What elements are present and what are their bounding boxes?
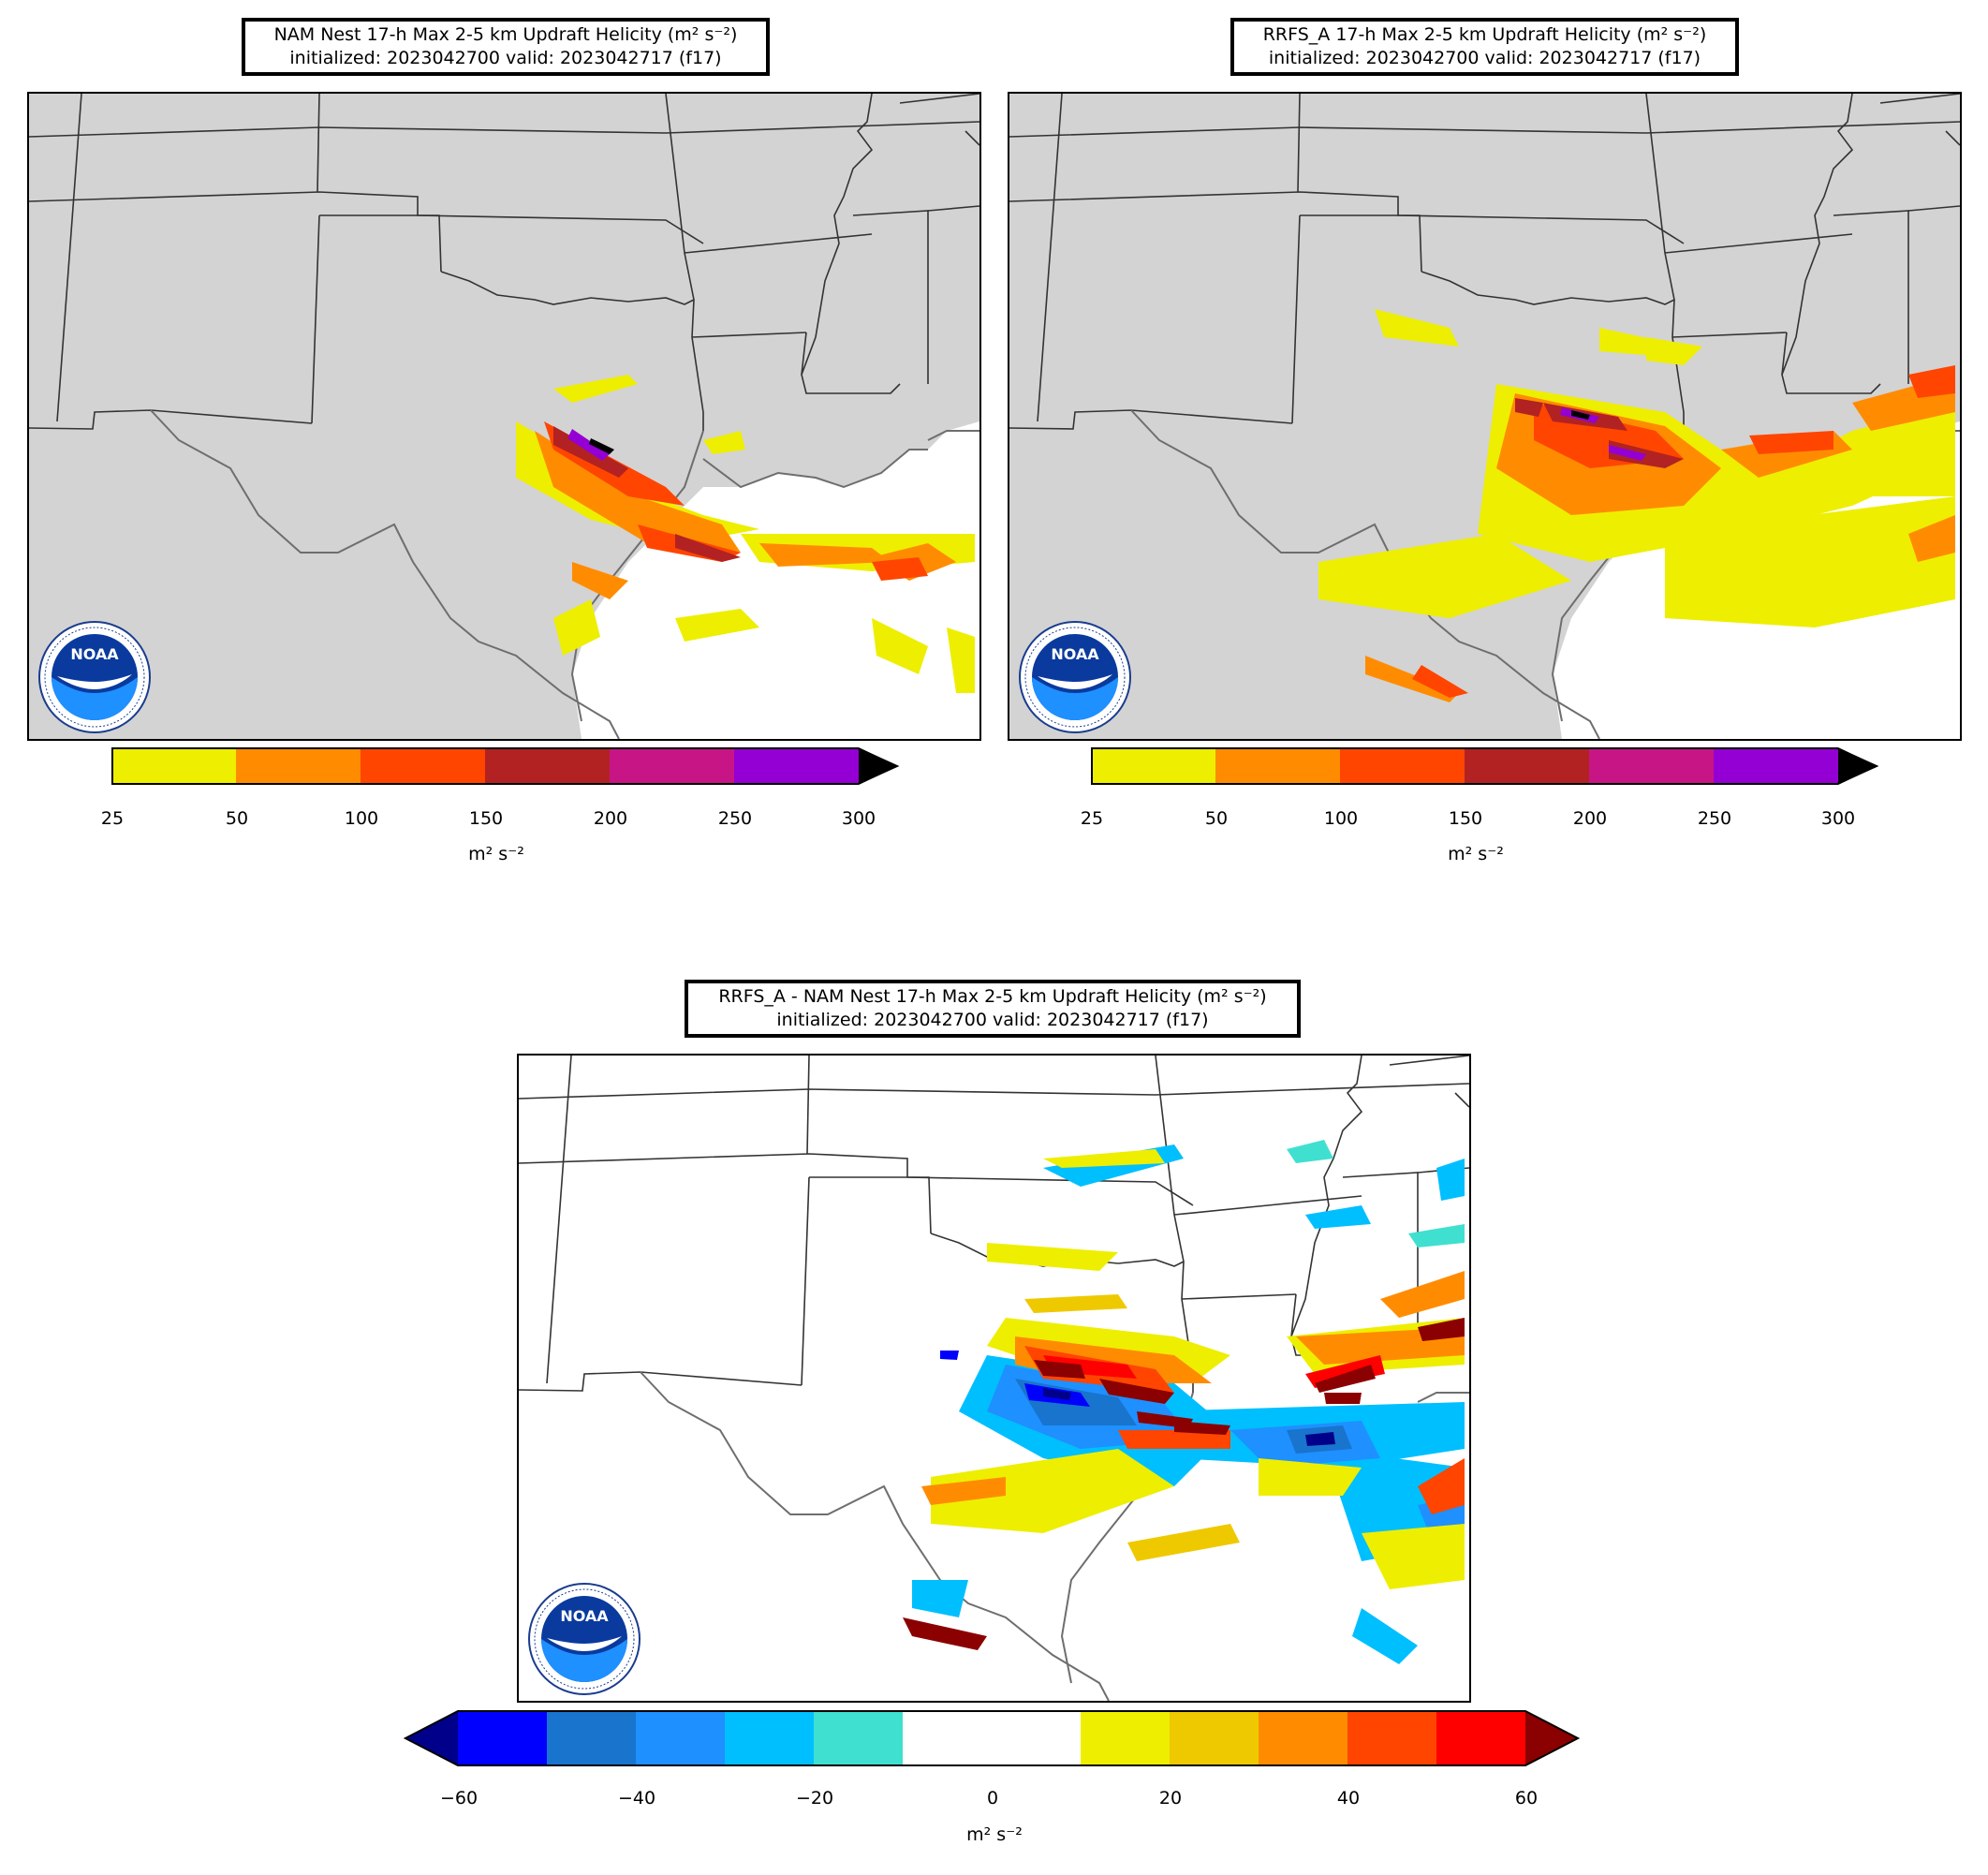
cbar-unit-label: m² s⁻² xyxy=(468,844,524,864)
cbar-tick: 250 xyxy=(717,808,753,829)
map-frame xyxy=(1008,92,1962,741)
cbar-tick: 300 xyxy=(1820,808,1856,829)
colorbar-diff-svg xyxy=(403,1710,1581,1766)
cbar-unit-label: m² s⁻² xyxy=(1448,844,1504,864)
colorbar-uh: 25 50 100 150 200 250 300 m² s⁻² xyxy=(1081,747,1887,864)
map-canvas xyxy=(519,1056,1469,1701)
uh-difference-swaths xyxy=(903,1140,1465,1664)
cbar-tick: 200 xyxy=(1572,808,1608,829)
title-line2: initialized: 2023042700 valid: 202304271… xyxy=(289,48,722,68)
panel-title: RRFS_A 17-h Max 2-5 km Updraft Helicity … xyxy=(1230,18,1739,76)
map-canvas xyxy=(1009,94,1960,739)
panel-title: NAM Nest 17-h Max 2-5 km Updraft Helicit… xyxy=(242,18,770,76)
noaa-logo xyxy=(1013,620,1137,734)
cbar-tick: 0 xyxy=(986,1788,999,1809)
cbar-tick: 25 xyxy=(100,808,125,829)
cbar-tick: 20 xyxy=(1158,1788,1183,1809)
colorbar-uh-svg xyxy=(1091,747,1879,785)
cbar-tick: 200 xyxy=(593,808,628,829)
noaa-logo xyxy=(523,1582,646,1696)
noaa-logo xyxy=(33,620,156,734)
panel-title: RRFS_A - NAM Nest 17-h Max 2-5 km Updraf… xyxy=(685,980,1301,1038)
colorbar-diff: −60 −40 −20 0 20 40 60 m² s⁻² xyxy=(403,1709,1587,1845)
cbar-tick: 50 xyxy=(225,808,249,829)
cbar-tick: 40 xyxy=(1336,1788,1361,1809)
cbar-tick: −60 xyxy=(439,1788,479,1809)
cbar-tick: 25 xyxy=(1080,808,1104,829)
cbar-tick: −40 xyxy=(617,1788,656,1809)
cbar-tick: 100 xyxy=(1323,808,1359,829)
cbar-tick: 100 xyxy=(344,808,379,829)
uh-swaths xyxy=(516,375,975,693)
title-line2: initialized: 2023042700 valid: 202304271… xyxy=(1268,48,1701,68)
map-canvas xyxy=(29,94,979,739)
cbar-tick: 60 xyxy=(1514,1788,1539,1809)
cbar-tick: 300 xyxy=(841,808,876,829)
title-line1: NAM Nest 17-h Max 2-5 km Updraft Helicit… xyxy=(273,24,738,45)
title-line1: RRFS_A - NAM Nest 17-h Max 2-5 km Updraf… xyxy=(718,986,1267,1007)
title-line1: RRFS_A 17-h Max 2-5 km Updraft Helicity … xyxy=(1262,24,1707,45)
colorbar-uh-svg xyxy=(111,747,900,785)
map-frame xyxy=(27,92,981,741)
cbar-tick: −20 xyxy=(795,1788,834,1809)
cbar-tick: 250 xyxy=(1697,808,1732,829)
cbar-tick: 150 xyxy=(468,808,504,829)
cbar-tick: 150 xyxy=(1448,808,1483,829)
map-frame xyxy=(517,1054,1471,1703)
cbar-unit-label: m² s⁻² xyxy=(966,1824,1023,1845)
colorbar-uh: 25 50 100 150 200 250 300 m² s⁻² xyxy=(101,747,907,864)
title-line2: initialized: 2023042700 valid: 202304271… xyxy=(776,1010,1209,1030)
uh-swaths xyxy=(1318,309,1955,702)
cbar-tick: 50 xyxy=(1204,808,1229,829)
